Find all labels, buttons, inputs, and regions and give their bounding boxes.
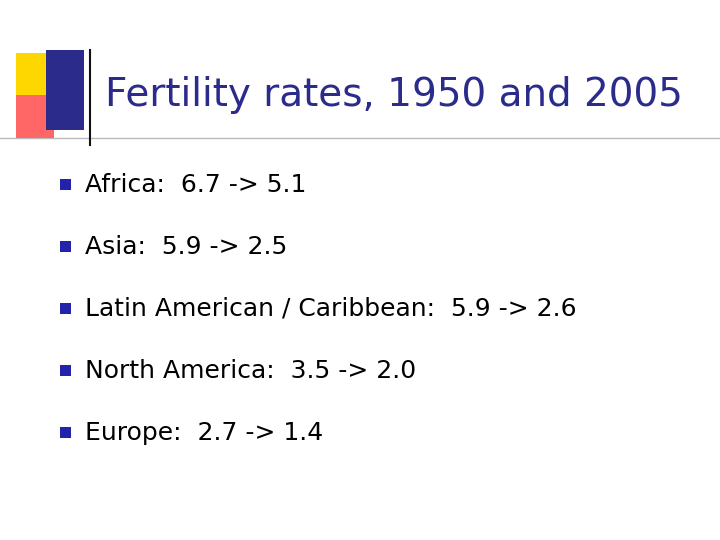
Bar — [60, 427, 71, 438]
Text: Asia:  5.9 -> 2.5: Asia: 5.9 -> 2.5 — [85, 235, 287, 259]
Bar — [60, 365, 71, 376]
Bar — [16, 53, 54, 95]
Bar — [60, 179, 71, 190]
Text: North America:  3.5 -> 2.0: North America: 3.5 -> 2.0 — [85, 359, 416, 383]
Text: Europe:  2.7 -> 1.4: Europe: 2.7 -> 1.4 — [85, 421, 323, 445]
Text: Africa:  6.7 -> 5.1: Africa: 6.7 -> 5.1 — [85, 173, 307, 197]
Bar — [16, 95, 54, 138]
Text: Fertility rates, 1950 and 2005: Fertility rates, 1950 and 2005 — [105, 76, 683, 114]
Bar — [46, 50, 84, 130]
Bar — [60, 303, 71, 314]
Bar — [60, 241, 71, 252]
Text: Latin American / Caribbean:  5.9 -> 2.6: Latin American / Caribbean: 5.9 -> 2.6 — [85, 297, 577, 321]
Bar — [54, 57, 84, 95]
